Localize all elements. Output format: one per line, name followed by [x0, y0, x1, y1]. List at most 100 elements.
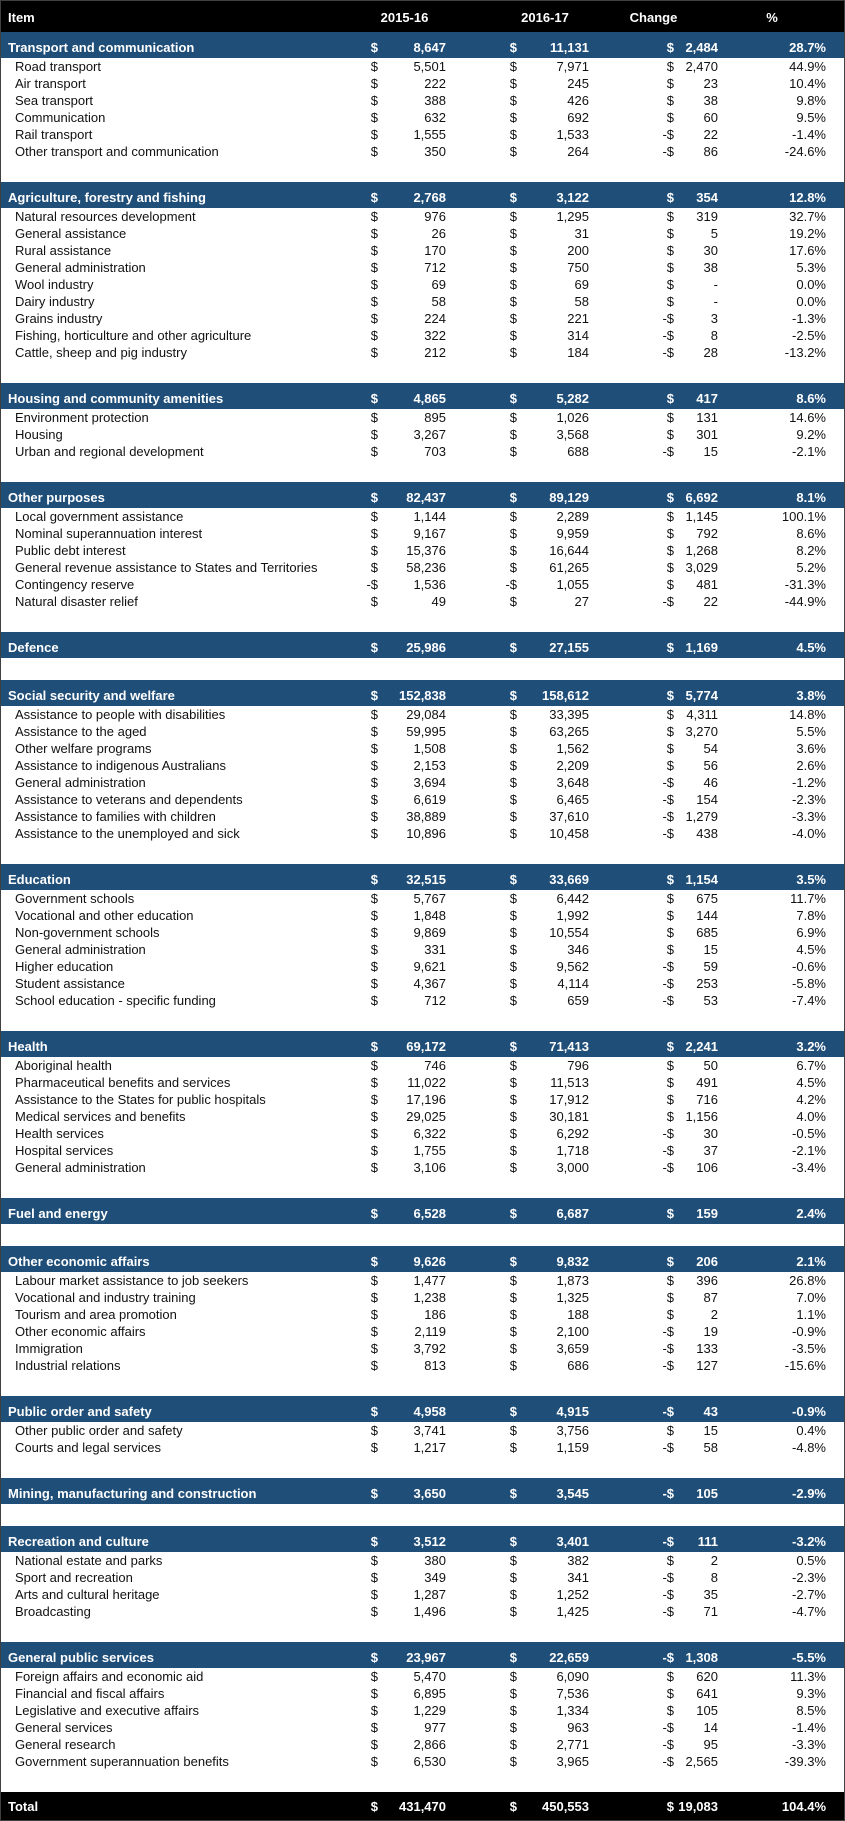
- table-row[interactable]: General administration $ 331 $ 346 $ 15 …: [1, 941, 844, 958]
- table-row[interactable]: Labour market assistance to job seekers …: [1, 1272, 844, 1289]
- section-2015-16-value: 6,528: [413, 1206, 446, 1221]
- table-row[interactable]: Air transport $ 222 $ 245 $ 23 10.4%: [1, 75, 844, 92]
- table-row[interactable]: Road transport $ 5,501 $ 7,971 $ 2,470 4…: [1, 58, 844, 75]
- budget-section: Mining, manufacturing and construction $…: [1, 1478, 844, 1526]
- table-row[interactable]: Vocational and industry training $ 1,238…: [1, 1289, 844, 1306]
- fy-2016-17-dollar: $: [509, 526, 517, 541]
- section-header-row[interactable]: Education $ 32,515 $ 33,669 $ 1,154 3.5%: [1, 864, 844, 890]
- table-row[interactable]: General administration $ 712 $ 750 $ 38 …: [1, 259, 844, 276]
- table-row[interactable]: Government schools $ 5,767 $ 6,442 $ 675…: [1, 890, 844, 907]
- section-header-row[interactable]: Social security and welfare $ 152,838 $ …: [1, 680, 844, 706]
- table-row[interactable]: Public debt interest $ 15,376 $ 16,644 $…: [1, 542, 844, 559]
- table-row[interactable]: Sport and recreation $ 349 $ 341 -$ 8 -2…: [1, 1569, 844, 1586]
- table-row[interactable]: National estate and parks $ 380 $ 382 $ …: [1, 1552, 844, 1569]
- table-row[interactable]: School education - specific funding $ 71…: [1, 992, 844, 1009]
- table-row[interactable]: Non-government schools $ 9,869 $ 10,554 …: [1, 924, 844, 941]
- table-row[interactable]: Government superannuation benefits $ 6,5…: [1, 1753, 844, 1770]
- fy-2015-16-value: 29,084: [406, 707, 446, 722]
- column-header-row[interactable]: Item 2015-16 2016-17 Change %: [1, 1, 844, 32]
- table-row[interactable]: Immigration $ 3,792 $ 3,659 -$ 133 -3.5%: [1, 1340, 844, 1357]
- table-row[interactable]: General administration $ 3,106 $ 3,000 -…: [1, 1159, 844, 1176]
- table-row[interactable]: Broadcasting $ 1,496 $ 1,425 -$ 71 -4.7%: [1, 1603, 844, 1620]
- table-row[interactable]: Assistance to the unemployed and sick $ …: [1, 825, 844, 842]
- table-row[interactable]: General assistance $ 26 $ 31 $ 5 19.2%: [1, 225, 844, 242]
- table-row[interactable]: Communication $ 632 $ 692 $ 60 9.5%: [1, 109, 844, 126]
- fy-2015-16-dollar: $: [370, 1440, 378, 1455]
- table-row[interactable]: Financial and fiscal affairs $ 6,895 $ 7…: [1, 1685, 844, 1702]
- table-row[interactable]: Assistance to the aged $ 59,995 $ 63,265…: [1, 723, 844, 740]
- section-header-row[interactable]: Health $ 69,172 $ 71,413 $ 2,241 3.2%: [1, 1031, 844, 1057]
- fy-2016-17-dollar: $: [509, 1341, 517, 1356]
- section-spacer-row: [1, 842, 844, 864]
- table-row[interactable]: Tourism and area promotion $ 186 $ 188 $…: [1, 1306, 844, 1323]
- table-row[interactable]: Wool industry $ 69 $ 69 $ - 0.0%: [1, 276, 844, 293]
- change-dollar: $: [666, 724, 674, 739]
- table-row[interactable]: Housing $ 3,267 $ 3,568 $ 301 9.2%: [1, 426, 844, 443]
- table-row[interactable]: Other economic affairs $ 2,119 $ 2,100 -…: [1, 1323, 844, 1340]
- table-row[interactable]: Foreign affairs and economic aid $ 5,470…: [1, 1668, 844, 1685]
- percent-value: -2.1%: [792, 444, 826, 459]
- section-header-row[interactable]: Other economic affairs $ 9,626 $ 9,832 $…: [1, 1246, 844, 1272]
- table-row[interactable]: Natural disaster relief $ 49 $ 27 -$ 22 …: [1, 593, 844, 610]
- table-row[interactable]: Assistance to people with disabilities $…: [1, 706, 844, 723]
- table-row[interactable]: Legislative and executive affairs $ 1,22…: [1, 1702, 844, 1719]
- change-value: 19: [703, 1324, 718, 1339]
- section-header-row[interactable]: Housing and community amenities $ 4,865 …: [1, 383, 844, 409]
- table-row[interactable]: Student assistance $ 4,367 $ 4,114 -$ 25…: [1, 975, 844, 992]
- table-row[interactable]: Aboriginal health $ 746 $ 796 $ 50 6.7%: [1, 1057, 844, 1074]
- table-row[interactable]: General research $ 2,866 $ 2,771 -$ 95 -…: [1, 1736, 844, 1753]
- grand-total-row[interactable]: Total $ 431,470 $ 450,553 $ 19,083 104.4…: [1, 1792, 844, 1820]
- table-row[interactable]: Local government assistance $ 1,144 $ 2,…: [1, 508, 844, 525]
- table-row[interactable]: Fishing, horticulture and other agricult…: [1, 327, 844, 344]
- table-row[interactable]: Rural assistance $ 170 $ 200 $ 30 17.6%: [1, 242, 844, 259]
- table-row[interactable]: Natural resources development $ 976 $ 1,…: [1, 208, 844, 225]
- table-row[interactable]: Assistance to veterans and dependents $ …: [1, 791, 844, 808]
- table-row[interactable]: Industrial relations $ 813 $ 686 -$ 127 …: [1, 1357, 844, 1374]
- section-header-row[interactable]: Agriculture, forestry and fishing $ 2,76…: [1, 182, 844, 208]
- table-row[interactable]: Dairy industry $ 58 $ 58 $ - 0.0%: [1, 293, 844, 310]
- table-row[interactable]: Vocational and other education $ 1,848 $…: [1, 907, 844, 924]
- table-row[interactable]: Hospital services $ 1,755 $ 1,718 -$ 37 …: [1, 1142, 844, 1159]
- table-row[interactable]: Assistance to families with children $ 3…: [1, 808, 844, 825]
- percent-value: 100.1%: [781, 509, 826, 524]
- section-header-row[interactable]: Public order and safety $ 4,958 $ 4,915 …: [1, 1396, 844, 1422]
- section-header-row[interactable]: Recreation and culture $ 3,512 $ 3,401 -…: [1, 1526, 844, 1552]
- table-row[interactable]: Courts and legal services $ 1,217 $ 1,15…: [1, 1439, 844, 1456]
- table-row[interactable]: Health services $ 6,322 $ 6,292 -$ 30 -0…: [1, 1125, 844, 1142]
- change-value: 396: [696, 1273, 718, 1288]
- table-row[interactable]: Arts and cultural heritage $ 1,287 $ 1,2…: [1, 1586, 844, 1603]
- table-row[interactable]: Environment protection $ 895 $ 1,026 $ 1…: [1, 409, 844, 426]
- table-row[interactable]: Medical services and benefits $ 29,025 $…: [1, 1108, 844, 1125]
- table-row[interactable]: Other welfare programs $ 1,508 $ 1,562 $…: [1, 740, 844, 757]
- change-dollar: $: [666, 110, 674, 125]
- table-row[interactable]: Rail transport $ 1,555 $ 1,533 -$ 22 -1.…: [1, 126, 844, 143]
- section-header-row[interactable]: Transport and communication $ 8,647 $ 11…: [1, 32, 844, 58]
- section-header-row[interactable]: Defence $ 25,986 $ 27,155 $ 1,169 4.5%: [1, 632, 844, 658]
- section-2016-17-dollar: $: [509, 1650, 517, 1665]
- table-row[interactable]: Nominal superannuation interest $ 9,167 …: [1, 525, 844, 542]
- item-label: General services: [15, 1720, 113, 1735]
- fy-2015-16-dollar: $: [370, 1058, 378, 1073]
- table-row[interactable]: Sea transport $ 388 $ 426 $ 38 9.8%: [1, 92, 844, 109]
- section-header-row[interactable]: General public services $ 23,967 $ 22,65…: [1, 1642, 844, 1668]
- table-row[interactable]: Cattle, sheep and pig industry $ 212 $ 1…: [1, 344, 844, 361]
- table-row[interactable]: Pharmaceutical benefits and services $ 1…: [1, 1074, 844, 1091]
- table-row[interactable]: Assistance to indigenous Australians $ 2…: [1, 757, 844, 774]
- table-row[interactable]: General services $ 977 $ 963 -$ 14 -1.4%: [1, 1719, 844, 1736]
- table-row[interactable]: Assistance to the States for public hosp…: [1, 1091, 844, 1108]
- fy-2016-17-value: 10,554: [549, 925, 589, 940]
- table-row[interactable]: Other transport and communication $ 350 …: [1, 143, 844, 160]
- table-row[interactable]: Other public order and safety $ 3,741 $ …: [1, 1422, 844, 1439]
- table-row[interactable]: Contingency reserve -$ 1,536 -$ 1,055 $ …: [1, 576, 844, 593]
- table-row[interactable]: Grains industry $ 224 $ 221 -$ 3 -1.3%: [1, 310, 844, 327]
- section-header-row[interactable]: Mining, manufacturing and construction $…: [1, 1478, 844, 1504]
- fy-2015-16-dollar: $: [370, 891, 378, 906]
- table-row[interactable]: General revenue assistance to States and…: [1, 559, 844, 576]
- section-header-row[interactable]: Fuel and energy $ 6,528 $ 6,687 $ 159 2.…: [1, 1198, 844, 1224]
- section-header-row[interactable]: Other purposes $ 82,437 $ 89,129 $ 6,692…: [1, 482, 844, 508]
- table-row[interactable]: Higher education $ 9,621 $ 9,562 -$ 59 -…: [1, 958, 844, 975]
- table-row[interactable]: General administration $ 3,694 $ 3,648 -…: [1, 774, 844, 791]
- fy-2016-17-dollar: $: [509, 1307, 517, 1322]
- change-value: 53: [703, 993, 718, 1008]
- table-row[interactable]: Urban and regional development $ 703 $ 6…: [1, 443, 844, 460]
